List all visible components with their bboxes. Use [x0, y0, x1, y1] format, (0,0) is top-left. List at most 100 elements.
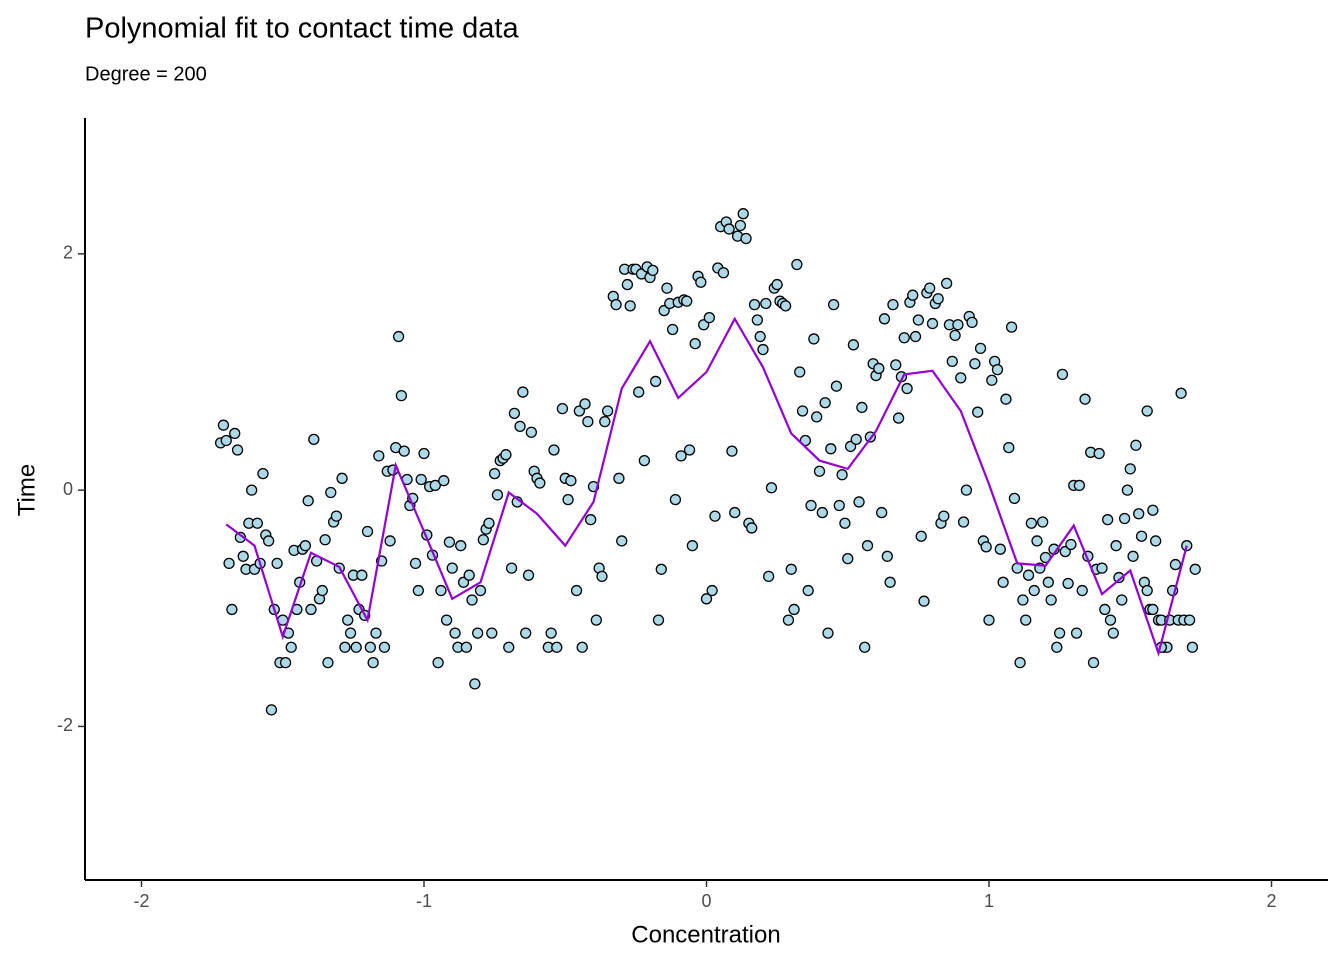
data-point [1020, 614, 1032, 626]
data-point [302, 495, 314, 507]
data-point [892, 412, 905, 424]
data-point [1110, 540, 1122, 552]
data-point [265, 704, 278, 716]
data-point [220, 434, 232, 447]
data-point [771, 278, 783, 291]
data-point [590, 614, 602, 626]
data-point [1051, 641, 1063, 653]
data-point [525, 426, 537, 438]
data-point [449, 627, 461, 639]
data-point [796, 405, 809, 417]
data-point [1087, 656, 1100, 669]
data-point [683, 444, 696, 456]
data-point [223, 557, 235, 570]
data-point [435, 584, 447, 597]
chart-subtitle: Degree = 200 [85, 63, 207, 85]
data-point [616, 535, 628, 547]
data-point [339, 641, 351, 653]
data-point [1093, 447, 1105, 460]
data-point [596, 570, 608, 583]
data-point [994, 543, 1006, 555]
data-point [576, 641, 588, 653]
data-point [689, 337, 701, 350]
data-point [522, 569, 535, 581]
data-point [316, 584, 328, 597]
data-point [887, 299, 899, 311]
data-point [969, 358, 981, 370]
data-point [570, 584, 583, 597]
data-point [1107, 627, 1119, 639]
data-point [681, 295, 693, 307]
data-point [734, 219, 747, 232]
data-point [881, 550, 893, 562]
data-point [912, 314, 925, 326]
data-point [901, 382, 913, 395]
y-tick-label: 0 [63, 479, 73, 499]
data-point [700, 593, 713, 605]
data-point [1147, 603, 1159, 616]
data-point [827, 299, 840, 311]
data-point [322, 656, 334, 669]
data-point [980, 541, 992, 553]
data-point [972, 406, 984, 418]
data-point [1017, 594, 1029, 606]
data-point [1079, 393, 1091, 405]
data-point [850, 433, 862, 445]
data-point [440, 614, 453, 626]
data-point [285, 641, 297, 653]
data-point [940, 277, 953, 290]
data-point [890, 359, 902, 371]
data-point [412, 584, 425, 597]
data-point [463, 569, 475, 581]
data-point [508, 407, 521, 419]
data-point [748, 299, 761, 311]
data-point [624, 300, 636, 312]
data-point [308, 433, 320, 445]
data-point [695, 276, 707, 288]
data-point [455, 540, 467, 552]
data-point [754, 330, 766, 343]
data-point [1025, 517, 1038, 529]
x-tick-label: -1 [416, 891, 432, 911]
data-point [599, 415, 611, 428]
data-point [1127, 550, 1139, 562]
data-point [794, 366, 806, 378]
data-point [474, 584, 487, 597]
data-point [779, 300, 792, 312]
data-point [438, 475, 450, 487]
data-point [763, 570, 775, 583]
data-point [486, 627, 498, 639]
data-point [384, 535, 396, 547]
data-point [350, 641, 362, 653]
data-point [319, 534, 331, 546]
data-point [429, 479, 441, 492]
data-point [246, 484, 258, 496]
data-point [1008, 492, 1021, 505]
data-point [669, 493, 682, 506]
data-point [1113, 571, 1125, 584]
data-point [666, 323, 679, 336]
y-tick-label: 2 [63, 243, 73, 263]
data-point [226, 603, 238, 616]
data-point [367, 656, 379, 669]
data-point [974, 342, 987, 355]
data-point [983, 614, 995, 626]
data-point [1130, 439, 1142, 451]
data-point [726, 445, 738, 457]
data-point [551, 641, 563, 653]
data-point [545, 627, 557, 639]
data-point [805, 499, 817, 512]
data-point [836, 469, 848, 481]
data-point [361, 525, 374, 538]
data-point [926, 317, 939, 330]
data-point [647, 264, 659, 277]
data-point [582, 415, 594, 428]
data-point [443, 536, 456, 548]
data-point [1028, 584, 1040, 597]
data-point [579, 398, 591, 410]
x-tick-label: -2 [133, 891, 149, 911]
x-axis-title: Concentration [631, 921, 780, 948]
data-point [1141, 405, 1153, 417]
data-point [932, 293, 944, 305]
data-point [1124, 463, 1136, 475]
